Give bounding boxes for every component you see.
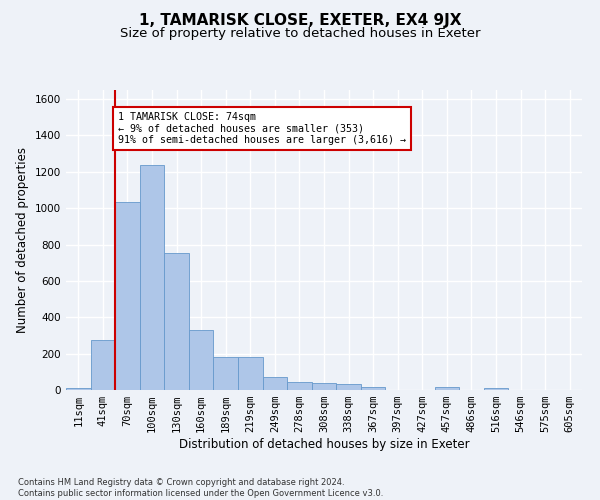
- Bar: [140, 164, 164, 390]
- Bar: [91, 340, 115, 390]
- Text: 1 TAMARISK CLOSE: 74sqm
← 9% of detached houses are smaller (353)
91% of semi-de: 1 TAMARISK CLOSE: 74sqm ← 9% of detached…: [118, 112, 406, 145]
- Bar: [238, 358, 263, 390]
- Text: Contains HM Land Registry data © Crown copyright and database right 2024.
Contai: Contains HM Land Registry data © Crown c…: [18, 478, 383, 498]
- Bar: [287, 382, 312, 390]
- Bar: [312, 383, 336, 390]
- X-axis label: Distribution of detached houses by size in Exeter: Distribution of detached houses by size …: [179, 438, 469, 451]
- Bar: [361, 386, 385, 390]
- Bar: [189, 330, 214, 390]
- Bar: [263, 377, 287, 390]
- Text: 1, TAMARISK CLOSE, EXETER, EX4 9JX: 1, TAMARISK CLOSE, EXETER, EX4 9JX: [139, 12, 461, 28]
- Text: Size of property relative to detached houses in Exeter: Size of property relative to detached ho…: [120, 28, 480, 40]
- Bar: [164, 252, 189, 390]
- Bar: [484, 388, 508, 390]
- Bar: [434, 388, 459, 390]
- Bar: [66, 388, 91, 390]
- Bar: [115, 202, 140, 390]
- Bar: [214, 358, 238, 390]
- Bar: [336, 384, 361, 390]
- Y-axis label: Number of detached properties: Number of detached properties: [16, 147, 29, 333]
